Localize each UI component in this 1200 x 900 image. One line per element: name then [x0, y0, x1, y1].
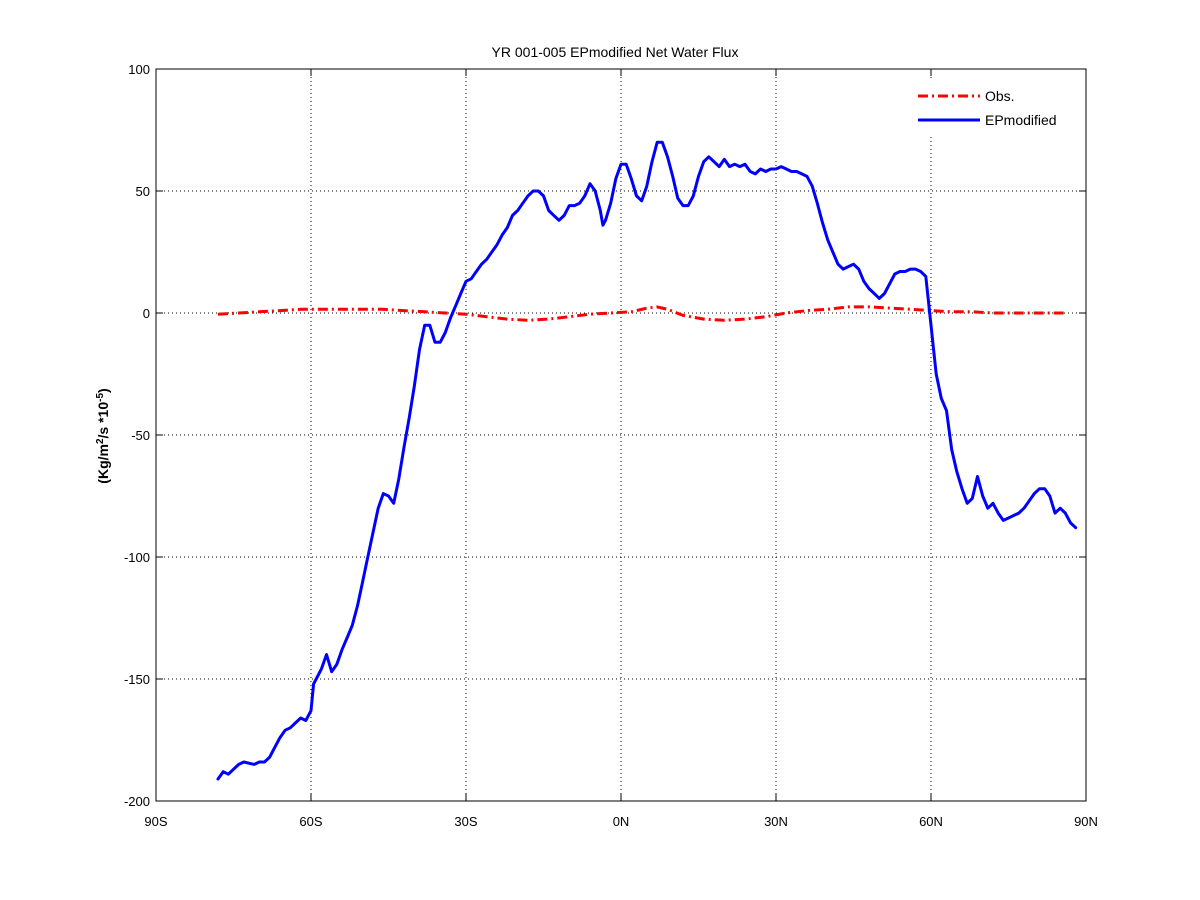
x-tick-label: 90S	[144, 814, 167, 829]
y-tick-label: 0	[143, 306, 150, 321]
x-tick-label: 30N	[764, 814, 788, 829]
y-axis-label-mid: /s *10	[95, 402, 111, 439]
y-tick-label: -50	[131, 428, 150, 443]
x-tick-label: 60N	[919, 814, 943, 829]
x-tick-label: 60S	[299, 814, 322, 829]
series-layer	[216, 140, 1078, 781]
tick-labels: 90S 60S 30S 0N 30N 60N 90N 100 50 0 -50 -100 -150 -20…	[124, 62, 1098, 829]
y-tick-label: -150	[124, 672, 150, 687]
y-axis-label-main: (Kg/m	[95, 444, 111, 484]
y-axis-label-end: )	[95, 388, 111, 393]
axis-ticks	[155, 68, 1087, 802]
legend-label-obs: Obs.	[985, 88, 1015, 104]
y-tick-label: -200	[124, 794, 150, 809]
y-tick-label: 100	[128, 62, 150, 77]
x-tick-label: 0N	[613, 814, 630, 829]
chart-title: YR 001-005 EPmodified Net Water Flux	[492, 44, 739, 60]
y-tick-label: 50	[136, 184, 150, 199]
legend: Obs. EPmodified	[905, 80, 1070, 135]
y-axis-label: (Kg/m2/s *10-5)	[95, 388, 112, 483]
legend-background	[905, 80, 1070, 135]
y-axis-label-sup2: -5	[95, 393, 106, 402]
series-line-epmodified	[216, 140, 1078, 781]
series-line-obs	[217, 305, 1066, 322]
y-axis-label-sup1: 2	[95, 438, 106, 444]
x-tick-label: 30S	[454, 814, 477, 829]
x-tick-label: 90N	[1074, 814, 1098, 829]
legend-label-epmodified: EPmodified	[985, 112, 1057, 128]
y-tick-label: -100	[124, 550, 150, 565]
